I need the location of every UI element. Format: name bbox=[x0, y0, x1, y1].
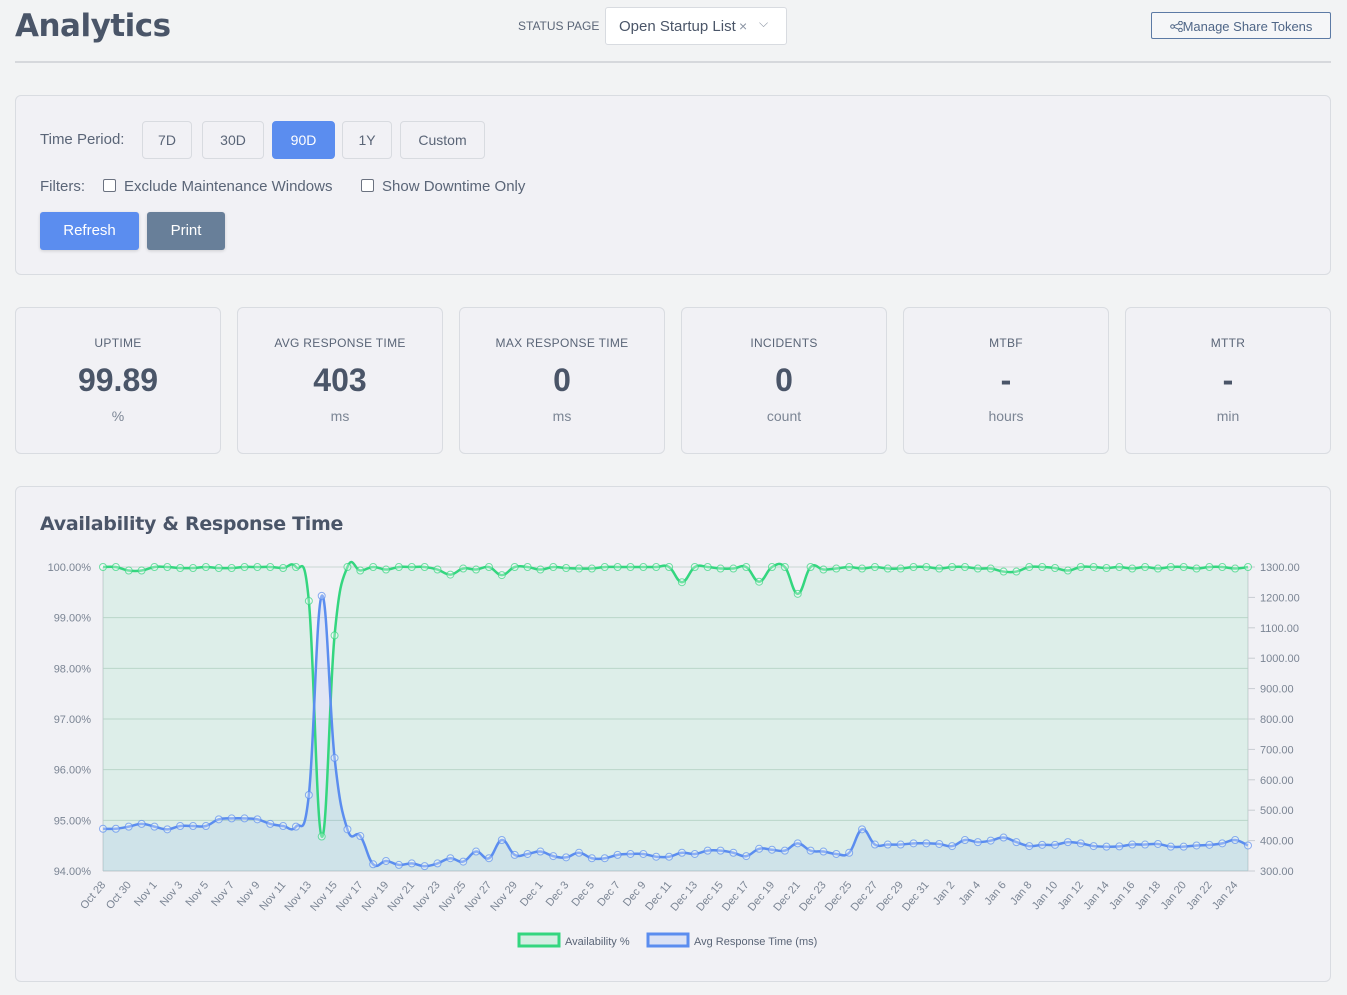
period-1y-button[interactable]: 1Y bbox=[342, 121, 392, 159]
page-header: Analytics STATUS PAGE Open Startup List … bbox=[15, 0, 1331, 63]
stat-value: - bbox=[1000, 362, 1012, 398]
refresh-button[interactable]: Refresh bbox=[40, 212, 139, 250]
time-period-label: Time Period: bbox=[40, 131, 125, 148]
stat-label: MAX RESPONSE TIME bbox=[495, 336, 629, 350]
stat-unit: ms bbox=[330, 408, 350, 424]
clear-icon[interactable]: × bbox=[739, 18, 748, 34]
period-90d-button[interactable]: 90D bbox=[272, 121, 335, 159]
exclude-maintenance-label[interactable]: Exclude Maintenance Windows bbox=[124, 178, 333, 195]
stat-value: 0 bbox=[553, 362, 571, 398]
stat-card-mtbf: MTBF - hours bbox=[903, 307, 1109, 454]
stat-label: MTTR bbox=[1210, 336, 1246, 350]
chart-title: Availability & Response Time bbox=[40, 513, 344, 535]
stat-label: MTBF bbox=[989, 336, 1023, 350]
stat-card-mttr: MTTR - min bbox=[1125, 307, 1331, 454]
stat-unit: count bbox=[766, 408, 802, 424]
downtime-only-checkbox[interactable] bbox=[361, 179, 374, 192]
stat-unit: ms bbox=[552, 408, 572, 424]
stat-label: AVG RESPONSE TIME bbox=[274, 336, 406, 350]
exclude-maintenance-checkbox[interactable] bbox=[103, 179, 116, 192]
downtime-only-label[interactable]: Show Downtime Only bbox=[382, 178, 526, 195]
stat-unit: % bbox=[111, 408, 125, 424]
stat-card-avg-response-time: AVG RESPONSE TIME 403 ms bbox=[237, 307, 443, 454]
page-title: Analytics bbox=[15, 8, 171, 44]
stat-label: INCIDENTS bbox=[750, 336, 818, 350]
stat-unit: hours bbox=[988, 408, 1024, 424]
stat-card-uptime: UPTIME 99.89% bbox=[15, 307, 221, 454]
chevron-down-icon: ⌵ bbox=[759, 16, 769, 30]
status-page-value: Open Startup List bbox=[619, 18, 736, 35]
stat-label: UPTIME bbox=[94, 336, 142, 350]
filters-label: Filters: bbox=[40, 178, 85, 195]
status-page-label: STATUS PAGE bbox=[518, 19, 600, 33]
status-page-select[interactable]: Open Startup List × ⌵ bbox=[605, 7, 787, 45]
period-7d-button[interactable]: 7D bbox=[142, 121, 192, 159]
stat-card-incidents: INCIDENTS 0 count bbox=[681, 307, 887, 454]
manage-share-tokens-button[interactable]: Manage Share Tokens bbox=[1151, 12, 1331, 39]
stat-value: 0 bbox=[775, 362, 793, 398]
stat-value: 99.89 bbox=[77, 362, 159, 398]
stat-unit: min bbox=[1216, 408, 1240, 424]
manage-share-tokens-label: Manage Share Tokens bbox=[1182, 19, 1313, 34]
print-button[interactable]: Print bbox=[147, 212, 225, 250]
share-icon bbox=[1169, 20, 1183, 33]
chart-panel: Availability & Response Time bbox=[15, 486, 1331, 982]
period-custom-button[interactable]: Custom bbox=[400, 121, 485, 159]
stat-card-max-response-time: MAX RESPONSE TIME 0 ms bbox=[459, 307, 665, 454]
stat-value: 403 bbox=[313, 362, 367, 398]
filters-panel: Time Period: 7D 30D 90D 1Y Custom Filter… bbox=[15, 95, 1331, 275]
stat-value: - bbox=[1222, 362, 1234, 398]
period-30d-button[interactable]: 30D bbox=[202, 121, 264, 159]
